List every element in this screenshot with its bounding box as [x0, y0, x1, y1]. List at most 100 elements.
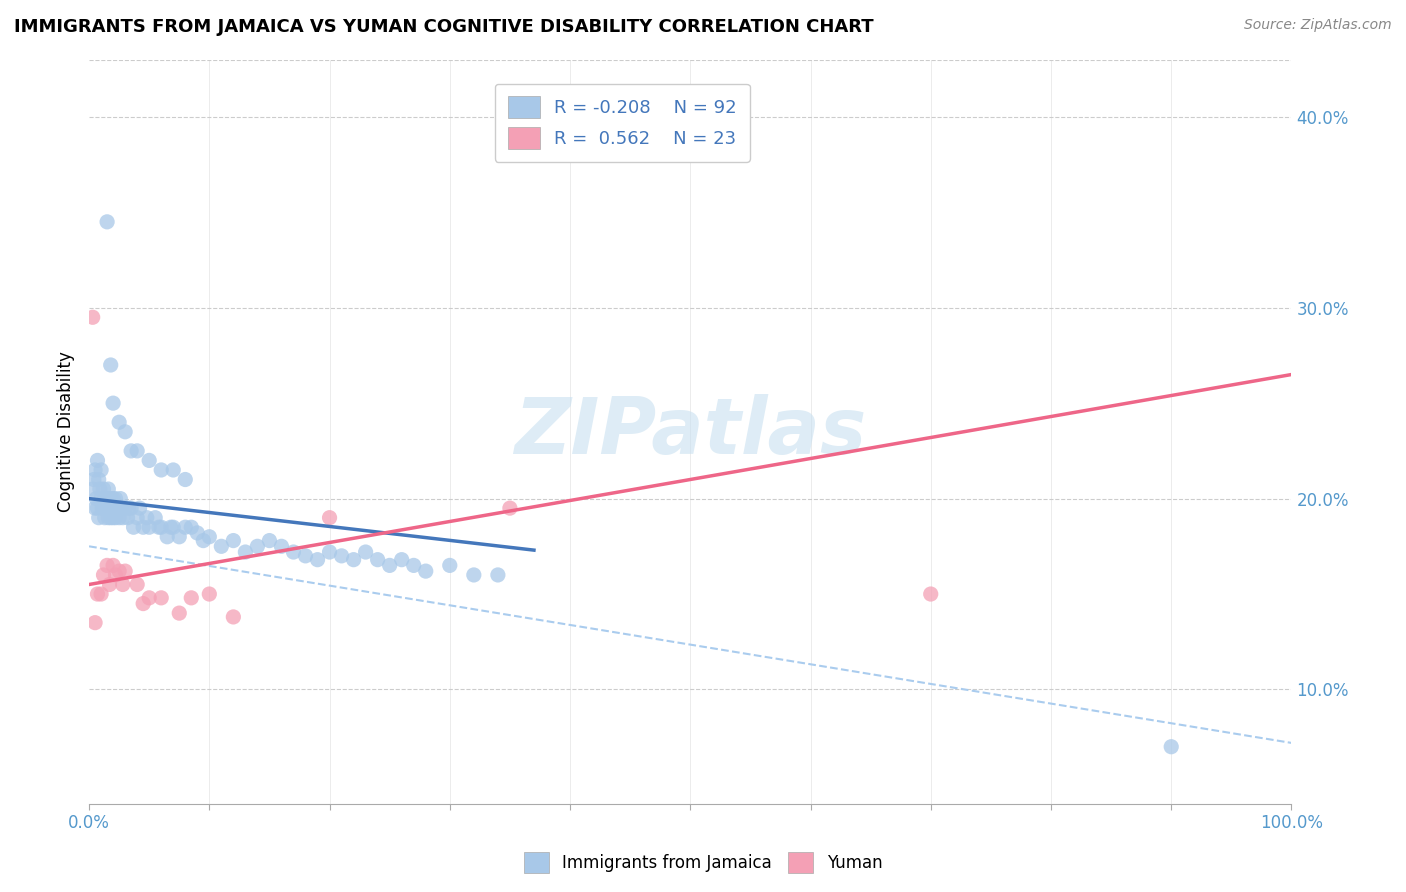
Point — [98, 577, 121, 591]
Point — [354, 545, 377, 559]
Point — [84, 615, 107, 630]
Point — [294, 549, 316, 563]
Point — [259, 533, 281, 548]
Point — [96, 491, 118, 506]
Point — [180, 520, 202, 534]
Legend: R = -0.208    N = 92, R =  0.562    N = 23: R = -0.208 N = 92, R = 0.562 N = 23 — [495, 84, 749, 161]
Point — [114, 564, 136, 578]
Point — [93, 491, 115, 506]
Point — [84, 491, 107, 506]
Text: ZIPatlas: ZIPatlas — [515, 393, 866, 470]
Point — [143, 510, 166, 524]
Point — [104, 491, 127, 506]
Point — [117, 510, 139, 524]
Point — [122, 520, 145, 534]
Point — [156, 530, 179, 544]
Point — [127, 577, 149, 591]
Point — [415, 564, 437, 578]
Point — [283, 545, 305, 559]
Point — [86, 587, 108, 601]
Point — [150, 463, 173, 477]
Point — [318, 545, 340, 559]
Point — [167, 606, 190, 620]
Point — [101, 501, 124, 516]
Point — [91, 501, 114, 516]
Point — [108, 415, 131, 429]
Point — [127, 510, 149, 524]
Point — [86, 501, 108, 516]
Point — [246, 539, 269, 553]
Point — [93, 482, 115, 496]
Point — [342, 552, 364, 566]
Point — [93, 501, 115, 516]
Point — [105, 501, 128, 516]
Point — [378, 558, 401, 573]
Point — [84, 463, 107, 477]
Point — [108, 564, 131, 578]
Point — [101, 510, 124, 524]
Point — [101, 396, 124, 410]
Point — [120, 501, 142, 516]
Point — [318, 510, 340, 524]
Point — [193, 533, 215, 548]
Point — [132, 520, 155, 534]
Point — [128, 501, 150, 516]
Text: Source: ZipAtlas.com: Source: ZipAtlas.com — [1244, 18, 1392, 32]
Point — [486, 568, 509, 582]
Point — [100, 358, 122, 372]
Point — [162, 463, 184, 477]
Point — [87, 510, 110, 524]
Y-axis label: Cognitive Disability: Cognitive Disability — [58, 351, 75, 512]
Point — [89, 482, 111, 496]
Point — [97, 482, 120, 496]
Point — [463, 568, 485, 582]
Point — [93, 568, 115, 582]
Point — [114, 501, 136, 516]
Point — [96, 215, 118, 229]
Point — [439, 558, 461, 573]
Point — [198, 587, 221, 601]
Point — [87, 473, 110, 487]
Point — [391, 552, 413, 566]
Point — [162, 520, 184, 534]
Point — [120, 443, 142, 458]
Point — [402, 558, 425, 573]
Point — [93, 510, 115, 524]
Point — [198, 530, 221, 544]
Point — [222, 610, 245, 624]
Point — [110, 501, 132, 516]
Point — [97, 510, 120, 524]
Point — [499, 501, 522, 516]
Point — [108, 510, 131, 524]
Point — [90, 463, 112, 477]
Point — [101, 491, 124, 506]
Point — [111, 510, 134, 524]
Point — [330, 549, 353, 563]
Point — [367, 552, 389, 566]
Point — [82, 310, 104, 325]
Point — [1160, 739, 1182, 754]
Point — [138, 591, 160, 605]
Point — [98, 501, 121, 516]
Point — [174, 520, 197, 534]
Point — [100, 510, 122, 524]
Point — [101, 558, 124, 573]
Legend: Immigrants from Jamaica, Yuman: Immigrants from Jamaica, Yuman — [517, 846, 889, 880]
Point — [104, 510, 127, 524]
Point — [127, 443, 149, 458]
Point — [138, 453, 160, 467]
Point — [920, 587, 942, 601]
Point — [111, 577, 134, 591]
Point — [96, 558, 118, 573]
Point — [150, 520, 173, 534]
Point — [104, 568, 127, 582]
Point — [174, 473, 197, 487]
Point — [84, 501, 107, 516]
Point — [180, 591, 202, 605]
Point — [94, 501, 117, 516]
Point — [82, 482, 104, 496]
Point — [96, 501, 118, 516]
Point — [110, 491, 132, 506]
Point — [270, 539, 292, 553]
Point — [107, 501, 129, 516]
